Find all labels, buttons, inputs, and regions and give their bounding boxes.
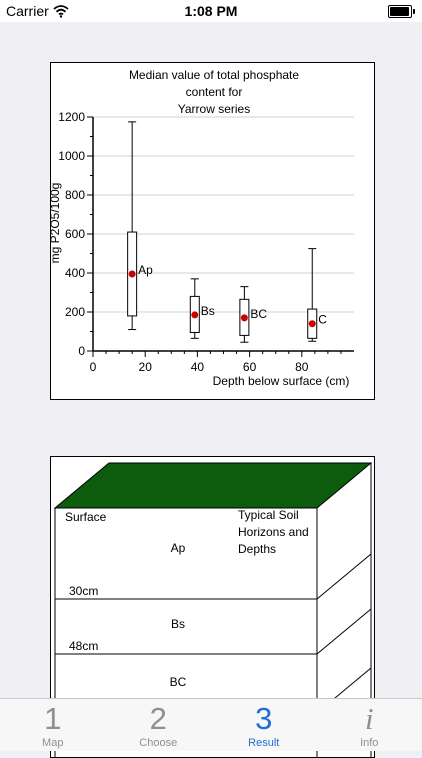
x-tick-label: 80 xyxy=(295,360,309,374)
box-median-point xyxy=(129,270,136,277)
horizon-name: Ap xyxy=(171,541,186,555)
tab-result-label: Result xyxy=(211,737,317,749)
box-label: BC xyxy=(250,307,267,321)
box-label: Bs xyxy=(201,304,215,318)
tab-info-label: Info xyxy=(317,737,422,749)
info-icon: i xyxy=(317,701,422,737)
y-tick-label: 1200 xyxy=(58,110,85,124)
horizon-boundary-side xyxy=(317,554,371,599)
x-tick-label: 0 xyxy=(90,360,97,374)
y-tick-label: 0 xyxy=(78,344,85,358)
x-tick-label: 20 xyxy=(139,360,153,374)
box-median-point xyxy=(241,314,248,321)
result-content[interactable]: Median value of total phosphate content f… xyxy=(0,22,422,698)
x-axis-label: Depth below surface (cm) xyxy=(213,374,350,388)
y-tick-label: 600 xyxy=(65,227,85,241)
y-tick-label: 1000 xyxy=(58,149,85,163)
profile-legend-line: Depths xyxy=(238,542,276,556)
y-tick-label: 800 xyxy=(65,188,85,202)
box-median-point xyxy=(309,320,316,327)
profile-legend-line: Typical Soil xyxy=(238,508,299,522)
y-tick-label: 200 xyxy=(65,305,85,319)
tab-map-number: 1 xyxy=(0,701,106,737)
horizon-boundary-side xyxy=(317,609,371,654)
status-bar: Carrier 1:08 PM xyxy=(0,0,422,22)
tab-result[interactable]: 3 Result xyxy=(211,699,317,751)
horizon-depth-label: 48cm xyxy=(69,639,98,653)
horizon-name: BC xyxy=(170,675,187,689)
x-tick-label: 40 xyxy=(191,360,205,374)
tab-choose-label: Choose xyxy=(106,737,212,749)
tab-choose-number: 2 xyxy=(106,701,212,737)
box-label: C xyxy=(318,313,327,327)
tab-info[interactable]: i Info xyxy=(317,699,422,751)
chart-title-line: Yarrow series xyxy=(178,102,250,116)
phosphate-chart-panel: Median value of total phosphate content f… xyxy=(50,62,375,400)
box-label: Ap xyxy=(138,263,153,277)
tab-choose[interactable]: 2 Choose xyxy=(106,699,212,751)
chart-title-line: Median value of total phosphate xyxy=(129,68,299,82)
profile-legend-line: Horizons and xyxy=(238,525,309,539)
clock-label: 1:08 PM xyxy=(0,3,422,19)
tab-map-label: Map xyxy=(0,737,106,749)
x-tick-label: 60 xyxy=(243,360,257,374)
surface-label: Surface xyxy=(65,510,107,524)
phosphate-boxplot-chart: Median value of total phosphate content f… xyxy=(51,63,374,399)
box-median-point xyxy=(191,311,198,318)
tab-result-number: 3 xyxy=(211,701,317,737)
tab-bar: 1 Map 2 Choose 3 Result i Info xyxy=(0,698,422,751)
battery-icon xyxy=(388,5,412,18)
soil-surface-vegetation xyxy=(55,463,371,508)
horizon-depth-label: 30cm xyxy=(69,584,98,598)
horizon-name: Bs xyxy=(171,617,185,631)
chart-title-line: content for xyxy=(186,85,243,99)
y-axis-label: mg P2O5/100g xyxy=(51,183,62,264)
y-tick-label: 400 xyxy=(65,266,85,280)
tab-map[interactable]: 1 Map xyxy=(0,699,106,751)
